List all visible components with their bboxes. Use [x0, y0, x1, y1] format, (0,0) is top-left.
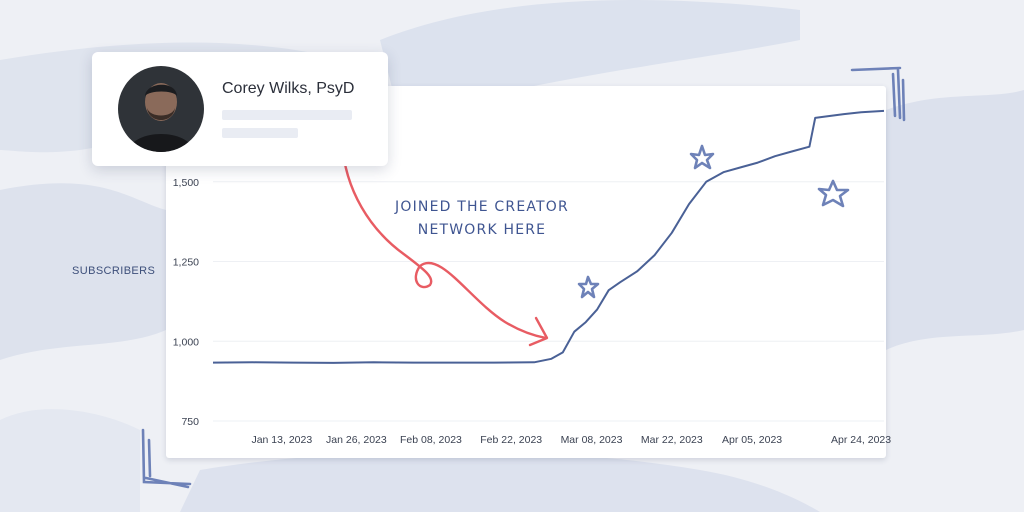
- placeholder-bar: [222, 110, 352, 120]
- y-tick-label: 1,500: [173, 177, 199, 189]
- avatar: [118, 66, 204, 152]
- annotation-text: JOINED THE CREATOR NETWORK HERE: [392, 196, 572, 242]
- profile-name: Corey Wilks, PsyD: [222, 80, 355, 97]
- y-axis-title: SUBSCRIBERS: [72, 265, 156, 277]
- x-tick-label: Mar 08, 2023: [561, 434, 623, 446]
- x-tick-label: Jan 13, 2023: [251, 434, 312, 446]
- y-tick-label: 1,000: [173, 336, 199, 348]
- x-tick-label: Mar 22, 2023: [641, 434, 703, 446]
- profile-card: Corey Wilks, PsyD: [92, 52, 388, 166]
- annotation-line: NETWORK HERE: [417, 222, 547, 238]
- y-tick-label: 1,250: [173, 257, 199, 269]
- x-tick-label: Apr 05, 2023: [722, 434, 782, 446]
- subscribers-series-line: [212, 109, 885, 364]
- y-tick-label: 750: [181, 416, 199, 428]
- annotation-line: JOINED THE CREATOR: [395, 199, 569, 215]
- x-tick-label: Feb 08, 2023: [400, 434, 462, 446]
- placeholder-bar: [222, 128, 298, 138]
- x-tick-label: Jan 26, 2023: [326, 434, 387, 446]
- x-tick-label: Feb 22, 2023: [480, 434, 542, 446]
- x-tick-label: Apr 24, 2023: [831, 434, 891, 446]
